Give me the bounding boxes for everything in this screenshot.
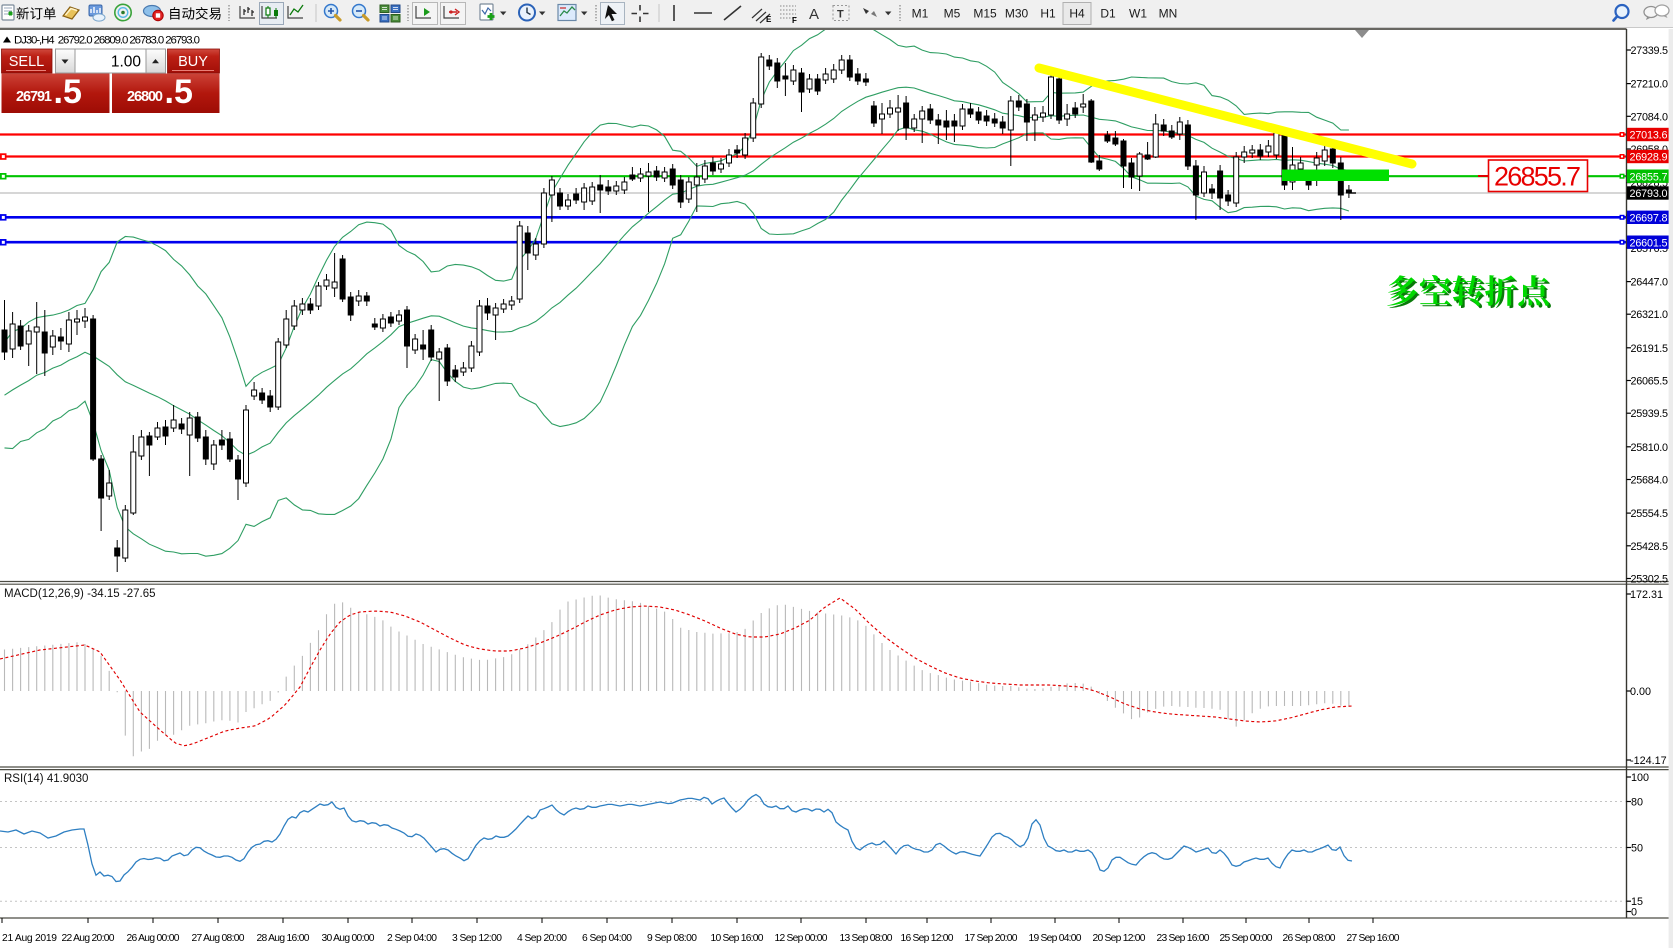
svg-text:6 Sep 04:00: 6 Sep 04:00: [582, 933, 632, 944]
svg-text:26793.0: 26793.0: [1630, 188, 1668, 200]
svg-text:M1: M1: [912, 7, 929, 21]
svg-text:27013.6: 27013.6: [1630, 130, 1668, 142]
svg-text:25939.5: 25939.5: [1631, 408, 1669, 420]
svg-text:M5: M5: [944, 7, 961, 21]
svg-text:.5: .5: [165, 73, 193, 111]
svg-text:26928.9: 26928.9: [1630, 152, 1668, 164]
svg-text:20 Sep 12:00: 20 Sep 12:00: [1093, 933, 1146, 944]
svg-text:100: 100: [1631, 772, 1649, 784]
svg-text:27339.5: 27339.5: [1631, 45, 1669, 57]
svg-text:27 Aug 08:00: 27 Aug 08:00: [192, 933, 245, 944]
svg-text:26065.5: 26065.5: [1631, 376, 1669, 388]
svg-text:M30: M30: [1005, 7, 1029, 21]
svg-text:27210.0: 27210.0: [1631, 79, 1669, 91]
svg-text:25684.0: 25684.0: [1631, 475, 1669, 487]
svg-text:H4: H4: [1069, 7, 1085, 21]
svg-text:26191.5: 26191.5: [1631, 343, 1669, 355]
svg-text:28 Aug 16:00: 28 Aug 16:00: [257, 933, 310, 944]
svg-text:25810.0: 25810.0: [1631, 442, 1669, 454]
svg-text:10 Sep 16:00: 10 Sep 16:00: [711, 933, 764, 944]
svg-text:22 Aug 20:00: 22 Aug 20:00: [62, 933, 115, 944]
svg-text:26321.0: 26321.0: [1631, 309, 1669, 321]
svg-text:MN: MN: [1159, 7, 1178, 21]
svg-text:172.31: 172.31: [1630, 589, 1663, 601]
svg-text:27084.0: 27084.0: [1631, 111, 1669, 123]
svg-text:25302.5: 25302.5: [1631, 574, 1669, 586]
svg-text:.5: .5: [54, 73, 82, 111]
svg-text:15: 15: [1631, 896, 1643, 908]
svg-text:26800: 26800: [127, 89, 163, 105]
svg-text:-124.17: -124.17: [1630, 755, 1667, 767]
svg-text:26697.8: 26697.8: [1630, 213, 1668, 225]
svg-text:26601.5: 26601.5: [1630, 237, 1668, 249]
svg-text:3 Sep 12:00: 3 Sep 12:00: [452, 933, 502, 944]
svg-text:17 Sep 20:00: 17 Sep 20:00: [965, 933, 1018, 944]
svg-text:12 Sep 00:00: 12 Sep 00:00: [775, 933, 828, 944]
svg-text:30 Aug 00:00: 30 Aug 00:00: [322, 933, 375, 944]
svg-text:26 Aug 00:00: 26 Aug 00:00: [127, 933, 180, 944]
svg-text:E: E: [766, 15, 772, 24]
svg-text:26447.0: 26447.0: [1631, 277, 1669, 289]
svg-text:13 Sep 08:00: 13 Sep 08:00: [840, 933, 893, 944]
svg-text:1.00: 1.00: [111, 54, 142, 71]
svg-text:21 Aug 2019: 21 Aug 2019: [2, 933, 57, 944]
svg-text:W1: W1: [1129, 7, 1147, 21]
svg-text:2 Sep 04:00: 2 Sep 04:00: [387, 933, 437, 944]
svg-text:9 Sep 08:00: 9 Sep 08:00: [647, 933, 697, 944]
svg-text:0: 0: [1631, 907, 1637, 919]
svg-text:16 Sep 12:00: 16 Sep 12:00: [901, 933, 954, 944]
svg-text:D1: D1: [1100, 7, 1116, 21]
svg-text:27 Sep 16:00: 27 Sep 16:00: [1347, 933, 1400, 944]
svg-text:A: A: [809, 6, 819, 23]
svg-text:25554.5: 25554.5: [1631, 508, 1669, 520]
svg-text:T: T: [837, 9, 844, 21]
svg-text:26791: 26791: [16, 89, 52, 105]
svg-text:DJ30-,H4 26792.0 26809.0 2678: DJ30-,H4 26792.0 26809.0 26783.0 26793.0: [14, 35, 200, 47]
svg-text:80: 80: [1631, 797, 1643, 809]
svg-text:23 Sep 16:00: 23 Sep 16:00: [1157, 933, 1210, 944]
svg-text:M15: M15: [973, 7, 997, 21]
svg-text:25 Sep 00:00: 25 Sep 00:00: [1220, 933, 1273, 944]
svg-text:50: 50: [1631, 843, 1643, 855]
svg-text:26855.7: 26855.7: [1630, 171, 1668, 183]
svg-text:26 Sep 08:00: 26 Sep 08:00: [1283, 933, 1336, 944]
svg-text:0.00: 0.00: [1630, 686, 1651, 698]
svg-text:H1: H1: [1040, 7, 1056, 21]
svg-text:BUY: BUY: [178, 54, 208, 70]
svg-text:19 Sep 04:00: 19 Sep 04:00: [1029, 933, 1082, 944]
svg-text:RSI(14) 41.9030: RSI(14) 41.9030: [4, 773, 88, 785]
svg-text:25428.5: 25428.5: [1631, 541, 1669, 553]
svg-text:SELL: SELL: [9, 54, 44, 70]
svg-text:26855.7: 26855.7: [1494, 162, 1581, 192]
svg-text:MACD(12,26,9) -34.15 -27.65: MACD(12,26,9) -34.15 -27.65: [4, 588, 156, 600]
svg-text:F: F: [792, 16, 797, 25]
svg-text:4 Sep 20:00: 4 Sep 20:00: [517, 933, 567, 944]
